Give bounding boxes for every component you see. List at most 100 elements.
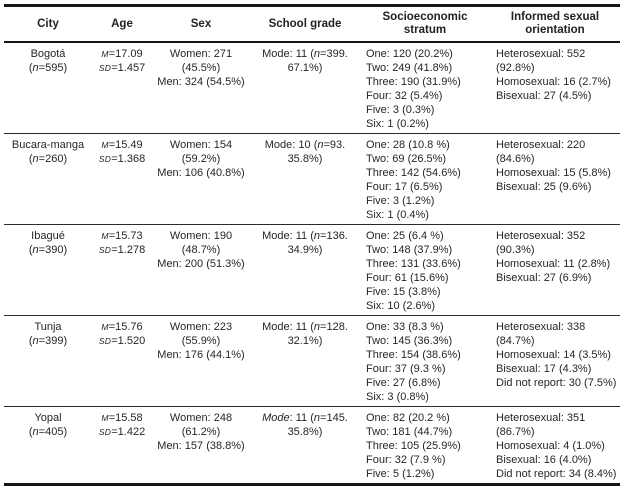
age-mean: M=15.73 <box>94 229 150 243</box>
n-symbol: n <box>32 153 39 165</box>
column-header-school-grade: School grade <box>268 17 342 30</box>
orientation-line: Bisexual: 17 (4.3%) <box>496 363 592 375</box>
mean-value: =15.49 <box>108 139 143 151</box>
stratum-line: One: 33 (8.3 %) <box>366 321 444 333</box>
orientation-line: Did not report: 34 (8.4%) <box>496 468 617 480</box>
sex-cell: Women: 271 (45.5%) Men: 324 (54.5%) <box>152 42 250 134</box>
age-sd: SD=1.278 <box>94 243 150 257</box>
age-cell: M=15.58 SD=1.422 <box>92 407 152 485</box>
mode-value: : 11 ( <box>289 48 314 60</box>
orientation-cell: Heterosexual: 220 (84.6%) Homosexual: 15 (… <box>490 134 620 225</box>
grade-line-1: Mode: 11 (n=145. <box>252 411 358 425</box>
sex-line: (45.5%) <box>181 62 221 74</box>
age-sd: SD=1.368 <box>94 152 150 166</box>
orientation-line: Heterosexual: 338 <box>496 321 586 333</box>
grade-line-2: 35.8%) <box>287 426 323 438</box>
n-symbol: n <box>313 321 321 333</box>
age-mean: M=15.58 <box>94 411 150 425</box>
city-sample-size: (n=399) <box>6 334 90 348</box>
sex-cell: Women: 248 (61.2%) Men: 157 (38.8%) <box>152 407 250 485</box>
mode-word: Mode <box>262 412 290 424</box>
sd-symbol: SD <box>98 63 112 73</box>
sex-line: (61.2%) <box>181 426 221 438</box>
sex-cell: Women: 154 (59.2%) Men: 106 (40.8%) <box>152 134 250 225</box>
city-cell: Ibagué (n=390) <box>4 225 92 316</box>
stratum-line: Four: 37 (9.3 %) <box>366 363 446 375</box>
mode-n-value: =93. <box>323 139 346 151</box>
n-value: =399) <box>38 335 68 347</box>
table-row: Bucara-manga (n=260) M=15.49 SD=1.368 Women:… <box>4 134 620 225</box>
stratum-line: Six: 1 (0.4%) <box>366 209 429 221</box>
column-header-sex: Sex <box>190 17 212 30</box>
grade-line-2: 67.1%) <box>287 62 323 74</box>
n-symbol: n <box>32 426 39 438</box>
grade-cell: Mode: 11 (n=145. 35.8%) <box>250 407 360 485</box>
n-symbol: n <box>32 244 39 256</box>
header-row: City Age Sex School grade Socioeconomic … <box>4 6 620 42</box>
city-name: Bucara-manga <box>11 139 85 151</box>
stratum-line: Four: 32 (7.9 %) <box>366 454 446 466</box>
stratum-line: Six: 3 (0.8%) <box>366 391 429 403</box>
orientation-line: (90.3%) <box>496 244 535 256</box>
orientation-cell: Heterosexual: 552 (92.8%) Homosexual: 16 (… <box>490 42 620 134</box>
stratum-line: Six: 1 (0.2%) <box>366 118 429 130</box>
paren-open: ( <box>28 153 33 165</box>
stratum-line: Three: 131 (33.6%) <box>366 258 461 270</box>
age-mean: M=17.09 <box>94 47 150 61</box>
stratum-line: One: 82 (20.2 %) <box>366 412 450 424</box>
stratum-line: Six: 10 (2.6%) <box>366 300 436 312</box>
orientation-line: Homosexual: 14 (3.5%) <box>496 349 611 361</box>
stratum-line: Four: 32 (5.4%) <box>366 90 443 102</box>
column-header-informed-sexual-orientation: Informed sexual orientation <box>510 11 600 36</box>
column-header-age: Age <box>111 17 133 30</box>
mode-value: : 11 ( <box>289 321 314 333</box>
grade-line-1: Mode: 11 (n=128. <box>252 320 358 334</box>
city-name: Bogotá <box>30 48 66 60</box>
stratum-line: Three: 105 (25.9%) <box>366 440 461 452</box>
sd-value: =1.422 <box>111 426 146 438</box>
city-sample-size: (n=260) <box>6 152 90 166</box>
stratum-line: Five: 5 (1.2%) <box>366 468 435 480</box>
sex-line: Women: 271 <box>169 48 233 60</box>
mean-symbol: M <box>101 413 109 423</box>
orientation-line: Bisexual: 16 (4.0%) <box>496 454 592 466</box>
sex-line: Men: 106 (40.8%) <box>157 167 245 179</box>
grade-line-1: Mode: 10 (n=93. <box>252 138 358 152</box>
age-cell: M=15.49 SD=1.368 <box>92 134 152 225</box>
grade-line-2: 35.8%) <box>287 153 323 165</box>
orientation-line: (92.8%) <box>496 62 535 74</box>
city-sample-size: (n=595) <box>6 61 90 75</box>
mean-symbol: M <box>101 49 109 59</box>
grade-line-2: 34.9%) <box>287 244 323 256</box>
paren-open: ( <box>28 426 33 438</box>
demographics-table: City Age Sex School grade Socioeconomic … <box>4 4 620 486</box>
n-symbol: n <box>317 139 324 151</box>
orientation-line: Homosexual: 4 (1.0%) <box>496 440 605 452</box>
orientation-line: (86.7%) <box>496 426 535 438</box>
city-cell: Bogotá (n=595) <box>4 42 92 134</box>
stratum-line: Two: 69 (26.5%) <box>366 153 447 165</box>
stratum-cell: One: 120 (20.2%) Two: 249 (41.8%) Three: 1… <box>360 42 490 134</box>
n-value: =260) <box>38 153 68 165</box>
table-row: Yopal (n=405) M=15.58 SD=1.422 Women: 248 (61… <box>4 407 620 485</box>
sex-cell: Women: 223 (55.9%) Men: 176 (44.1%) <box>152 316 250 407</box>
sd-symbol: SD <box>98 336 112 346</box>
stratum-line: Two: 148 (37.9%) <box>366 244 453 256</box>
stratum-line: One: 120 (20.2%) <box>366 48 453 60</box>
sex-line: Women: 190 <box>169 230 233 242</box>
mode-word: Mode <box>262 230 290 242</box>
n-value: =390) <box>38 244 68 256</box>
mean-symbol: M <box>101 322 109 332</box>
stratum-line: One: 28 (10.8 %) <box>366 139 450 151</box>
orientation-line: Heterosexual: 552 <box>496 48 586 60</box>
city-name: Tunja <box>34 321 62 333</box>
grade-cell: Mode: 11 (n=128. 32.1%) <box>250 316 360 407</box>
city-name: Yopal <box>34 412 62 424</box>
age-mean: M=15.76 <box>94 320 150 334</box>
age-sd: SD=1.457 <box>94 61 150 75</box>
sd-symbol: SD <box>98 245 112 255</box>
age-cell: M=15.76 SD=1.520 <box>92 316 152 407</box>
city-cell: Tunja (n=399) <box>4 316 92 407</box>
mode-n-value: =128. <box>320 321 348 333</box>
